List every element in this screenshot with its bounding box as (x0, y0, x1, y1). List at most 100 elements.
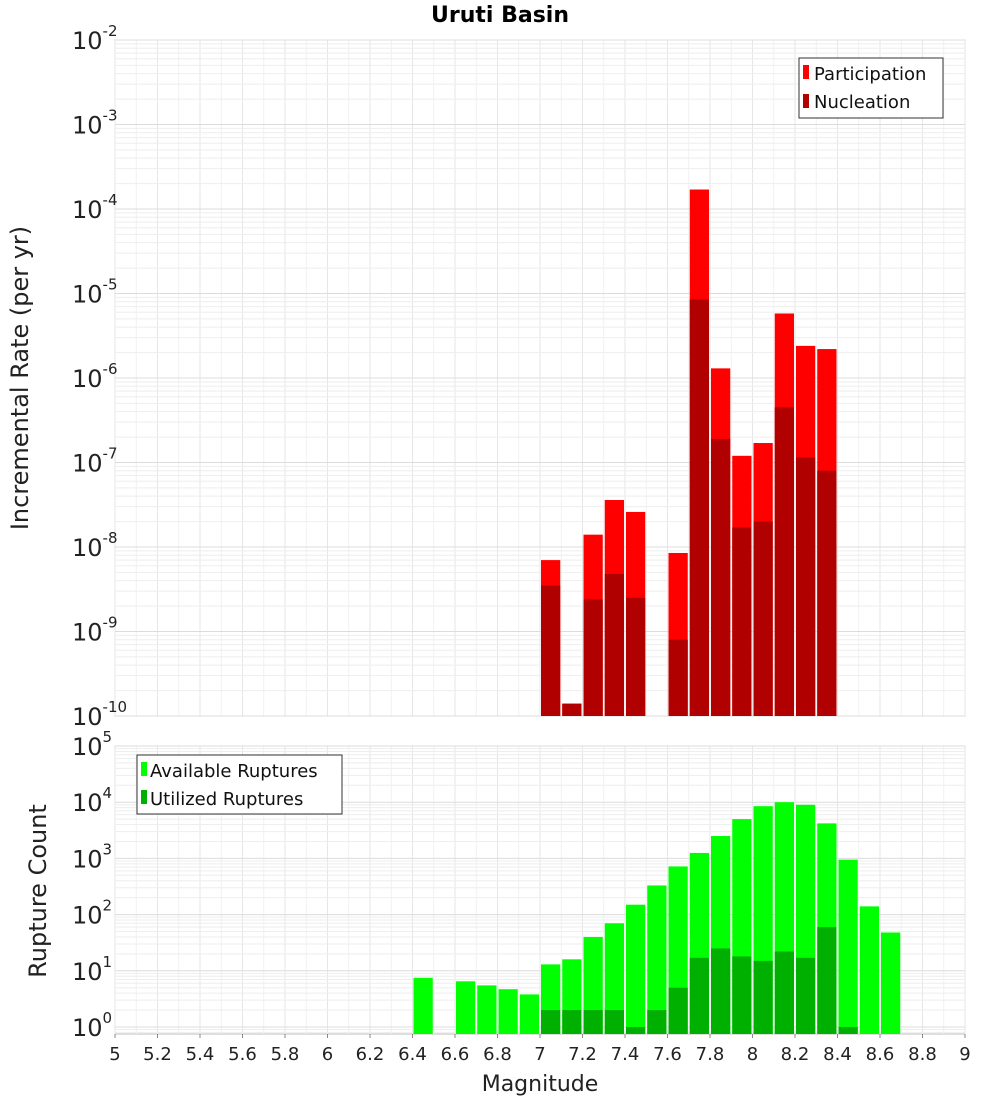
x-tick-label: 9 (959, 1044, 970, 1065)
top-bar-nucleation (604, 573, 624, 716)
top-y-tick-label: 10-8 (72, 529, 118, 562)
bottom-bar-utilized-ruptures (817, 927, 837, 1034)
bottom-y-tick-label: 104 (72, 784, 112, 817)
bottom-y-tick-label: 105 (72, 728, 112, 761)
bottom-bar-utilized-ruptures (562, 1010, 582, 1034)
bottom-bar-available-ruptures (519, 994, 539, 1034)
bottom-bar-utilized-ruptures (541, 1010, 561, 1034)
x-tick-label: 7.4 (611, 1044, 640, 1065)
legend-label-utilized: Utilized Ruptures (150, 789, 303, 810)
top-bar-nucleation (626, 597, 646, 716)
top-bar-nucleation (668, 639, 688, 716)
top-bar-nucleation (562, 703, 582, 716)
bottom-bar-utilized-ruptures (583, 1010, 603, 1034)
bottom-bar-available-ruptures (626, 904, 646, 1034)
bottom-bar-available-ruptures (859, 906, 879, 1034)
bottom-bar-available-ruptures (881, 932, 901, 1034)
bottom-bar-available-ruptures (583, 936, 603, 1034)
top-y-axis-label: Incremental Rate (per yr) (6, 226, 34, 530)
bottom-bar-utilized-ruptures (711, 948, 731, 1034)
x-tick-label: 5 (109, 1044, 120, 1065)
bottom-bar-utilized-ruptures (626, 1026, 646, 1034)
x-tick-label: 8.8 (908, 1044, 937, 1065)
x-tick-label: 8.4 (823, 1044, 852, 1065)
x-tick-label: 7.6 (653, 1044, 682, 1065)
x-tick-label: 6 (322, 1044, 333, 1065)
top-y-tick-label: 10-4 (72, 191, 118, 224)
top-bar-nucleation (732, 527, 752, 716)
top-bar-nucleation (753, 521, 773, 716)
bottom-bar-available-ruptures (456, 981, 476, 1034)
x-tick-label: 5.8 (271, 1044, 300, 1065)
x-tick-label: 8.6 (866, 1044, 895, 1065)
x-tick-label: 8.2 (781, 1044, 810, 1065)
top-bar-nucleation (796, 457, 816, 716)
x-tick-label: 7.8 (696, 1044, 725, 1065)
top-legend: Participation Nucleation (798, 57, 944, 119)
bottom-bars (413, 802, 901, 1034)
bottom-panel: 105 104 103 102 101 100 5 5.2 5.4 5.6 5.8 6 6.2 6.4 6… (24, 728, 971, 1097)
bottom-bar-utilized-ruptures (774, 951, 794, 1034)
top-y-tick-label: 10-7 (72, 445, 118, 478)
bottom-bar-utilized-ruptures (647, 1010, 667, 1034)
chart-title: Uruti Basin (431, 3, 569, 28)
bottom-bar-available-ruptures (413, 977, 433, 1034)
bottom-y-tick-labels: 105 104 103 102 101 100 (72, 728, 112, 1042)
bottom-bar-utilized-ruptures (732, 956, 752, 1034)
x-tick-label: 5.6 (228, 1044, 257, 1065)
legend-swatch-participation (803, 65, 809, 79)
legend-swatch-nucleation (803, 94, 809, 108)
bottom-bar-utilized-ruptures (604, 1010, 624, 1034)
top-panel: Uruti Basin 10-2 10-3 10-4 10-5 10-6 10-7 10-8… (6, 3, 966, 731)
legend-label-available: Available Ruptures (150, 761, 318, 782)
bottom-y-tick-label: 103 (72, 840, 112, 873)
bottom-legend-box (136, 754, 343, 815)
top-y-tick-labels: 10-2 10-3 10-4 10-5 10-6 10-7 10-8 10-9 10-10 (72, 22, 127, 731)
legend-label-participation: Participation (814, 64, 926, 85)
x-tick-label: 6.8 (483, 1044, 512, 1065)
bottom-bar-available-ruptures (498, 989, 518, 1034)
bottom-bar-utilized-ruptures (796, 957, 816, 1034)
bottom-y-tick-label: 101 (72, 953, 112, 986)
top-y-tick-label: 10-6 (72, 360, 118, 393)
bottom-bar-available-ruptures (647, 885, 667, 1034)
bottom-bar-available-ruptures (838, 859, 858, 1034)
bottom-y-tick-label: 100 (72, 1009, 112, 1042)
top-legend-box (798, 57, 944, 119)
top-y-tick-label: 10-9 (72, 614, 118, 647)
x-tick-label: 5.2 (143, 1044, 172, 1065)
bottom-bar-utilized-ruptures (689, 957, 709, 1034)
x-tick-labels: 5 5.2 5.4 5.6 5.8 6 6.2 6.4 6.6 6.8 7 7.2 7.4 7.6 7.8 8… (109, 1034, 971, 1065)
x-axis-label: Magnitude (482, 1072, 599, 1097)
top-y-tick-label: 10-5 (72, 276, 118, 309)
x-tick-label: 8 (747, 1044, 758, 1065)
top-y-tick-label: 10-10 (72, 698, 127, 731)
x-tick-label: 7.2 (568, 1044, 597, 1065)
bottom-bar-utilized-ruptures (838, 1026, 858, 1034)
bottom-bar-utilized-ruptures (753, 960, 773, 1034)
x-tick-label: 6.4 (398, 1044, 427, 1065)
top-gridlines (114, 39, 966, 717)
x-tick-label: 5.4 (186, 1044, 215, 1065)
top-bar-nucleation (689, 299, 709, 716)
top-y-tick-label: 10-3 (72, 107, 118, 140)
x-tick-label: 7 (534, 1044, 545, 1065)
top-bar-nucleation (541, 585, 561, 716)
legend-swatch-utilized (141, 790, 147, 804)
top-y-tick-label: 10-2 (72, 22, 118, 55)
x-tick-label: 6.6 (441, 1044, 470, 1065)
bottom-legend: Available Ruptures Utilized Ruptures (136, 754, 343, 815)
top-bar-nucleation (711, 438, 731, 716)
top-bars (541, 189, 837, 716)
top-bar-nucleation (583, 599, 603, 716)
bottom-bar-available-ruptures (604, 923, 624, 1034)
bottom-y-tick-label: 102 (72, 897, 112, 930)
bottom-y-axis-label: Rupture Count (24, 804, 52, 978)
bottom-bar-utilized-ruptures (668, 987, 688, 1034)
top-bar-nucleation (817, 470, 837, 716)
x-tick-label: 6.2 (356, 1044, 385, 1065)
top-bar-nucleation (774, 407, 794, 716)
bottom-bar-available-ruptures (477, 985, 497, 1034)
